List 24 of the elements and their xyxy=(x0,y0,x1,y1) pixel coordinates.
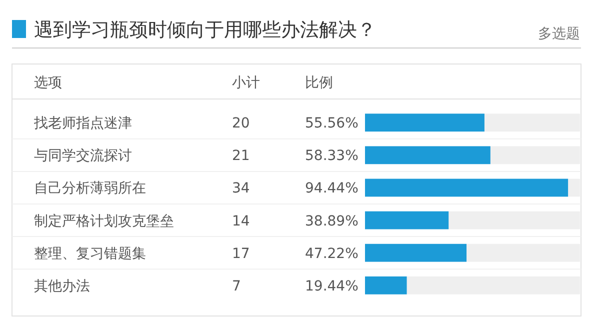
data-label: 55.56% xyxy=(305,116,358,132)
text: 小计 xyxy=(232,75,260,91)
y-tick-label: 制定严格计划攻克堡垒 xyxy=(34,213,174,230)
text: 20 xyxy=(232,116,250,132)
data-label: 58.33% xyxy=(305,148,358,164)
text: 遇到学习瓶颈时倾向于用哪些办法解决？ xyxy=(34,19,376,41)
data-label: 47.22% xyxy=(305,246,358,262)
data-label: 38.89% xyxy=(305,213,358,230)
text: 34 xyxy=(232,180,250,197)
data-label: 94.44% xyxy=(305,180,358,197)
bar xyxy=(365,276,407,294)
y-tick-label: 找老师指点迷津 xyxy=(33,116,132,132)
y-tick-label: 其他办法 xyxy=(34,278,90,294)
text: 比例 xyxy=(305,75,333,91)
text: 17 xyxy=(232,246,250,262)
y-tick-label: 整理、复习错题集 xyxy=(34,246,146,262)
chart-subtitle: 多选题 xyxy=(538,26,580,42)
text: 14 xyxy=(232,213,250,230)
text: 选项 xyxy=(34,75,62,91)
text: 21 xyxy=(232,148,250,164)
data-label: 19.44% xyxy=(305,278,358,294)
y-tick-label: 与同学交流探讨 xyxy=(34,148,132,164)
text: 7 xyxy=(232,278,241,294)
y-tick-label: 自己分析薄弱所在 xyxy=(34,180,146,197)
